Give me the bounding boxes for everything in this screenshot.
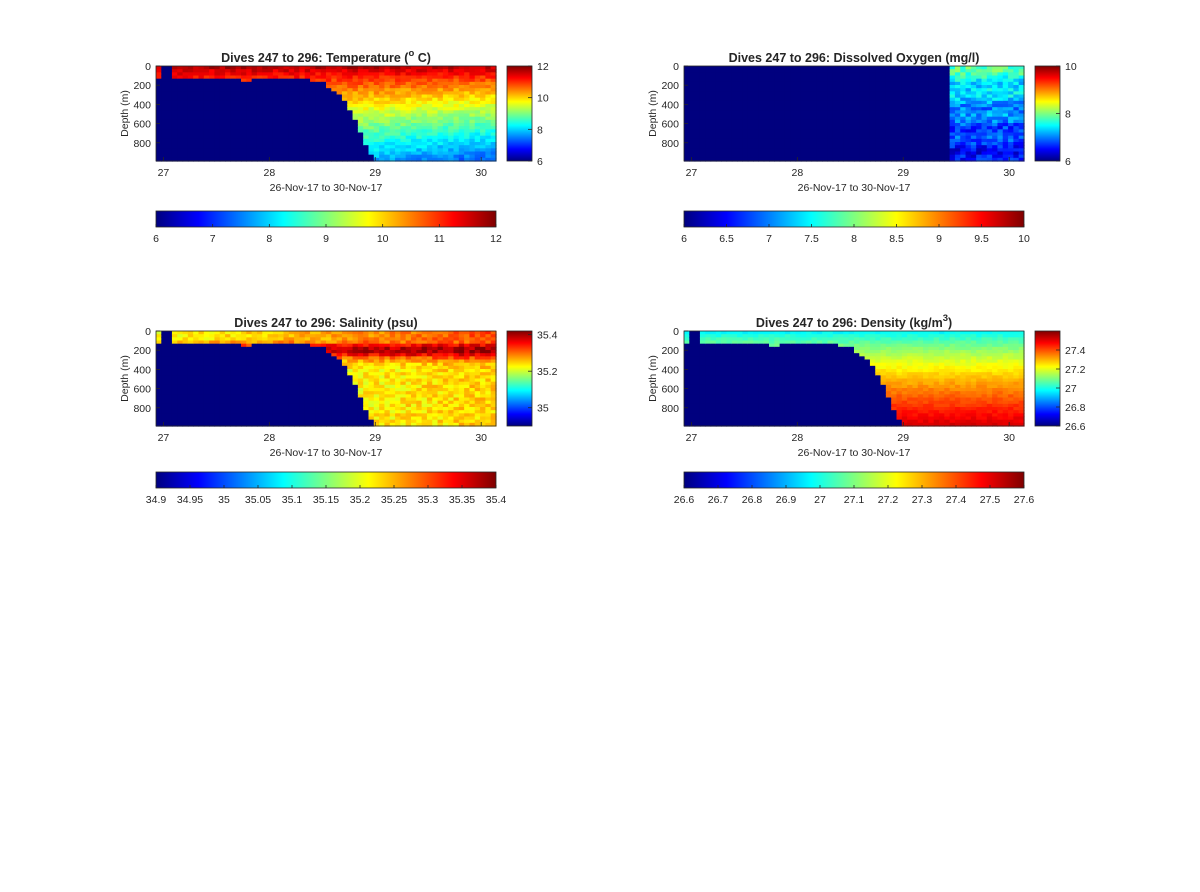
y-tick-label: 600 <box>661 119 679 131</box>
y-tick-label: 800 <box>133 138 151 150</box>
y-tick-label: 400 <box>661 99 679 111</box>
colorbar-tick-label: 9.5 <box>974 233 989 245</box>
colorbar-tick-label: 9 <box>936 233 942 245</box>
colorbar-tick-label: 12 <box>537 61 549 73</box>
y-tick-label: 0 <box>673 61 679 73</box>
x-tick-label: 28 <box>791 167 803 179</box>
chart-panel-2: Dives 247 to 296: Dissolved Oxygen (mg/l… <box>647 51 1077 245</box>
colorbar-tick-label: 7 <box>210 233 216 245</box>
y-tick-label: 200 <box>133 80 151 92</box>
heatmap-cells <box>684 66 1025 162</box>
y-tick-label: 400 <box>133 99 151 111</box>
x-tick-label: 28 <box>263 167 275 179</box>
colorbar-tick-label: 8 <box>1065 109 1071 121</box>
title-main: Dives 247 to 296: Dissolved Oxygen (mg/l… <box>729 51 980 65</box>
heatmap-cells <box>156 331 497 427</box>
x-tick-label: 27 <box>158 167 170 179</box>
colorbar-vertical: 6 8 10 <box>1035 61 1077 168</box>
colorbar-tick-label: 6 <box>153 233 159 245</box>
x-tick-label: 30 <box>475 167 487 179</box>
colorbar-tick-label: 9 <box>323 233 329 245</box>
x-tick-label: 30 <box>1003 167 1015 179</box>
colorbar-horizontal: 6 6.5 7 7.5 8 8.5 9 9.5 10 <box>681 211 1030 245</box>
x-axis-label: 26-Nov-17 to 30-Nov-17 <box>798 182 911 194</box>
y-tick-label: 600 <box>133 119 151 131</box>
x-tick-label: 29 <box>897 167 909 179</box>
colorbar-tick-label: 6.5 <box>719 233 734 245</box>
colorbar-tick-label: 8.5 <box>889 233 904 245</box>
y-tick-label: 200 <box>661 80 679 92</box>
x-tick-label: 29 <box>369 167 381 179</box>
colorbar-tick-label: 11 <box>434 233 445 245</box>
y-tick-label: 0 <box>145 61 151 73</box>
y-axis-label: Depth (m) <box>119 90 131 137</box>
colorbar-tick-label: 10 <box>537 93 549 105</box>
title-tail: C) <box>414 51 431 65</box>
x-axis-label: 26-Nov-17 to 30-Nov-17 <box>270 182 383 194</box>
colorbar-tick-label: 10 <box>1018 233 1030 245</box>
colorbar-tick-label: 10 <box>377 233 389 245</box>
chart-title: Dives 247 to 296: Temperature (o C) <box>221 48 431 65</box>
colorbar-horizontal: 6 7 8 9 10 11 12 <box>153 211 502 245</box>
colorbar-tick-label: 8 <box>851 233 857 245</box>
colorbar-tick-label: 6 <box>681 233 687 245</box>
x-tick-label: 27 <box>686 167 698 179</box>
colorbar-tick-label: 8 <box>537 124 543 136</box>
colorbar-tick-label: 8 <box>266 233 272 245</box>
heatmap-cells <box>156 66 497 162</box>
colorbar-vertical: 6 8 10 12 <box>507 61 549 168</box>
chart-title: Dives 247 to 296: Dissolved Oxygen (mg/l… <box>729 51 980 65</box>
colorbar-tick-label: 6 <box>537 156 543 168</box>
colorbar-tick-label: 12 <box>490 233 502 245</box>
chart-panel-3: Dives 247 to 296: Salinity (psu)02004006… <box>119 316 558 506</box>
colorbar-tick-label: 6 <box>1065 156 1071 168</box>
colorbar-gradient <box>507 66 532 161</box>
colorbar-tick-label: 7.5 <box>804 233 819 245</box>
title-main: Dives 247 to 296: Temperature ( <box>221 51 409 65</box>
y-tick-label: 800 <box>661 138 679 150</box>
colorbar-tick-label: 7 <box>766 233 772 245</box>
chart-panel-1: Dives 247 to 296: Temperature (o C) 0 200 4… <box>119 48 549 245</box>
y-axis-label: Depth (m) <box>647 90 659 137</box>
colorbar-tick-label: 10 <box>1065 61 1077 73</box>
